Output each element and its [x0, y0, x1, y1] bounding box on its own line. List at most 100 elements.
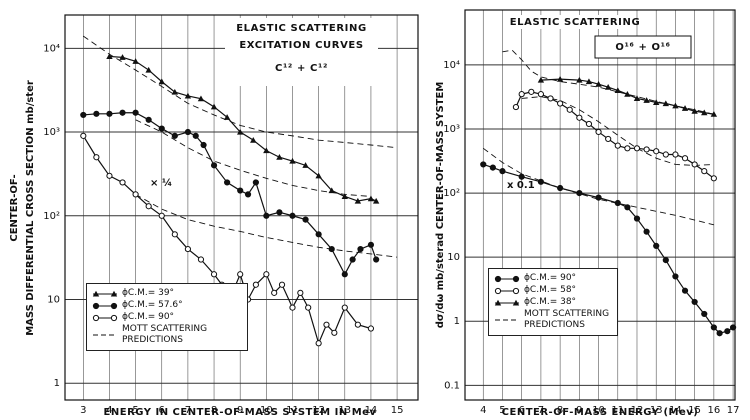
- plot-frame: [64, 14, 419, 401]
- marker: [367, 241, 375, 248]
- legend-entry: ϕC.M.= 90°: [92, 312, 242, 323]
- marker: [633, 145, 641, 152]
- x-tick-label: 10: [260, 405, 273, 416]
- marker: [110, 314, 118, 321]
- marker: [556, 75, 564, 82]
- marker: [171, 132, 178, 139]
- marker: [643, 97, 650, 103]
- marker: [605, 135, 612, 143]
- marker: [604, 83, 612, 90]
- marker: [624, 90, 631, 97]
- marker: [93, 110, 100, 117]
- marker: [729, 324, 737, 331]
- x-tick-label: 6: [519, 405, 525, 416]
- y-tick-label: 10²: [43, 211, 60, 222]
- y-tick-label: 10: [47, 294, 60, 305]
- marker: [724, 328, 731, 335]
- marker: [119, 54, 126, 60]
- marker: [512, 299, 520, 306]
- marker: [192, 132, 199, 139]
- marker: [576, 189, 583, 197]
- marker: [672, 151, 679, 158]
- marker: [624, 145, 631, 152]
- marker: [585, 120, 593, 128]
- marker: [614, 199, 621, 207]
- marker: [92, 290, 100, 297]
- x-tick-label: 5: [132, 405, 138, 416]
- x-tick-label: 15: [688, 405, 701, 416]
- annotation: x 0.1: [507, 180, 535, 191]
- marker: [315, 340, 322, 347]
- y-tick-label: 1: [454, 316, 460, 327]
- annotation: × ¼: [150, 177, 172, 189]
- marker: [263, 271, 270, 278]
- marker: [672, 102, 679, 109]
- marker: [537, 91, 545, 98]
- marker: [512, 103, 520, 111]
- marker: [236, 128, 244, 135]
- legend-entry: ϕC.M.= 58°: [494, 285, 612, 296]
- marker: [263, 212, 270, 219]
- legend-entry: ϕC.M.= 39°: [92, 288, 242, 299]
- marker: [372, 197, 380, 204]
- x-tick-label: 11: [611, 405, 624, 416]
- marker: [633, 95, 641, 101]
- marker: [158, 78, 165, 85]
- x-tick-label: 12: [631, 405, 644, 416]
- legend-label: ϕC.M.= 90°: [122, 312, 175, 322]
- x-tick-label: 15: [391, 405, 404, 416]
- marker: [489, 164, 496, 171]
- y-tick-label: 10³: [443, 124, 460, 135]
- marker: [494, 287, 502, 294]
- chart-title: EXCITATION CURVES: [239, 40, 363, 51]
- marker: [271, 289, 278, 296]
- y-tick-label: 10²: [443, 188, 460, 199]
- marker: [315, 231, 322, 238]
- marker: [223, 114, 231, 120]
- legend-swatch: [494, 275, 520, 282]
- y-tick-label: 1: [54, 378, 60, 389]
- legend-label: MOTT SCATTERING PREDICTIONS: [122, 324, 208, 345]
- marker: [132, 109, 139, 116]
- marker: [237, 271, 244, 278]
- marker: [237, 187, 244, 194]
- marker: [537, 178, 545, 185]
- legend-label: ϕC.M.= 38°: [524, 297, 577, 307]
- reference-curve: [521, 96, 714, 166]
- marker: [691, 161, 698, 168]
- x-tick-label: 8: [211, 405, 217, 416]
- y-axis-label: MASS DIFFERENTIAL CROSS SECTION mb/ster: [25, 80, 36, 336]
- marker: [302, 216, 309, 223]
- x-axis-label: CENTER-OF-MASS ENERGY (Mev): [502, 407, 699, 418]
- marker: [662, 256, 669, 264]
- marker: [716, 330, 723, 337]
- x-tick-label: 4: [106, 405, 112, 416]
- reference-curve: [502, 49, 714, 115]
- marker: [210, 162, 218, 169]
- marker: [93, 154, 100, 161]
- marker: [518, 91, 525, 98]
- legend: ϕC.M.= 39° ϕC.M.= 57.6° ϕC.M.= 90° MOTT SCA…: [86, 283, 248, 351]
- x-axis-label: ENERGY IN CENTER-OF-MASS SYSTEM IN Mev: [104, 407, 377, 418]
- marker: [681, 105, 689, 111]
- legend-label: ϕC.M.= 90°: [524, 273, 577, 283]
- marker: [537, 76, 545, 83]
- marker: [547, 95, 554, 102]
- marker: [328, 245, 335, 253]
- x-tick-label: 7: [538, 405, 544, 416]
- series-line: [483, 163, 734, 334]
- title-box: [515, 15, 635, 29]
- marker: [276, 154, 283, 160]
- marker: [250, 136, 257, 143]
- marker: [512, 275, 520, 282]
- marker: [653, 99, 660, 105]
- legend-swatch: [92, 314, 118, 321]
- marker: [289, 157, 296, 164]
- x-tick-label: 3: [80, 405, 86, 416]
- marker: [373, 256, 380, 263]
- x-tick-label: 17: [727, 405, 740, 416]
- marker: [341, 271, 348, 278]
- y-tick-label: 10: [447, 252, 460, 263]
- legend-label: MOTT SCATTERING PREDICTIONS: [524, 309, 610, 330]
- legend-swatch: [495, 319, 519, 321]
